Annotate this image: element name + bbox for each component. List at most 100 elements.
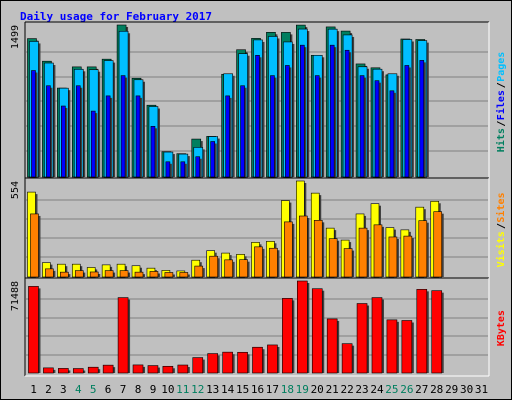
bar-files-day-13-fill xyxy=(210,141,215,178)
bar-kbytes-day-5-fill xyxy=(87,366,99,374)
bar-kbytes-day-23-fill xyxy=(356,303,368,374)
bar-kbytes-day-17-fill xyxy=(267,344,278,374)
bar-sites-day-6 xyxy=(104,270,116,278)
x-tick-label-day-8: 8 xyxy=(135,383,142,396)
bar-sites-day-22-fill xyxy=(343,248,353,278)
bar-kbytes-day-28 xyxy=(431,290,444,374)
x-axis-day-labels: 1 2 3 4 5 6 7 8 9 10 11 12 13 14 15 16 17 18 19 20 21 22 23 24 2… xyxy=(30,383,488,396)
bar-files-day-16-fill xyxy=(255,55,260,178)
bar-sites-day-11 xyxy=(179,272,190,278)
bar-sites-day-24-fill xyxy=(373,224,383,278)
bar-files-day-7-fill xyxy=(120,75,126,178)
x-tick-label-day-14: 14 xyxy=(221,383,235,396)
bar-kbytes-day-10-fill xyxy=(162,365,174,374)
bar-kbytes-day-6-fill xyxy=(102,364,114,374)
panel-hits-files-pages-legend-item-1: / xyxy=(496,121,507,127)
x-tick-label-day-20: 20 xyxy=(311,383,324,396)
panel-kbytes-legend: KBytes xyxy=(496,310,507,346)
bar-kbytes-day-22 xyxy=(341,343,355,374)
bar-sites-day-20-fill xyxy=(313,220,323,278)
x-tick-label-day-21: 21 xyxy=(326,383,339,396)
bar-kbytes-day-6 xyxy=(102,364,116,374)
bar-sites-day-26 xyxy=(403,235,414,278)
bar-files-day-22 xyxy=(344,49,352,178)
bar-kbytes-day-25-fill xyxy=(386,319,398,374)
bar-kbytes-day-18-fill xyxy=(282,298,293,374)
bar-files-day-23 xyxy=(359,75,367,178)
bar-sites-day-16-fill xyxy=(254,246,263,278)
bar-sites-day-3-fill xyxy=(60,271,69,278)
panel-visits-sites-legend-item-1: / xyxy=(496,223,507,229)
bar-files-day-10-fill xyxy=(165,161,171,178)
x-tick-label-day-26: 26 xyxy=(400,383,413,396)
bar-files-day-7 xyxy=(120,75,128,178)
bar-sites-day-15-fill xyxy=(239,259,248,278)
bar-sites-day-14 xyxy=(224,259,235,278)
bar-kbytes-day-4 xyxy=(72,368,86,374)
bar-sites-day-10-fill xyxy=(164,272,174,278)
x-tick-label-day-6: 6 xyxy=(105,383,112,396)
x-tick-label-day-10: 10 xyxy=(161,383,174,396)
panel-visits-sites-legend: Visits /Sites xyxy=(495,192,507,267)
bar-sites-day-21-fill xyxy=(328,238,338,278)
panel-hits-files-pages-legend: Hits/Files/Pages xyxy=(495,52,507,153)
bar-files-day-13 xyxy=(210,141,217,178)
bar-files-day-2 xyxy=(46,85,53,178)
x-tick-label-day-18: 18 xyxy=(281,383,294,396)
bar-files-day-15 xyxy=(240,85,247,178)
x-tick-label-day-1: 1 xyxy=(30,383,37,396)
bar-files-day-24 xyxy=(374,80,381,178)
bar-sites-day-21 xyxy=(328,238,340,278)
x-tick-label-day-17: 17 xyxy=(266,383,279,396)
x-tick-label-day-23: 23 xyxy=(355,383,368,396)
bar-kbytes-day-17 xyxy=(267,344,280,374)
panel-hits-files-pages-legend-item-0: Hits xyxy=(495,128,507,152)
panel-visits-sites-legend-item-2: Sites xyxy=(495,192,507,222)
bar-sites-day-18 xyxy=(284,221,295,278)
bar-files-day-19 xyxy=(300,44,307,178)
x-tick-label-day-24: 24 xyxy=(370,383,384,396)
x-tick-label-day-28: 28 xyxy=(430,383,443,396)
bar-files-day-3 xyxy=(61,105,68,178)
bar-kbytes-day-18 xyxy=(282,298,295,374)
bar-sites-day-9-fill xyxy=(149,271,159,278)
bar-kbytes-day-9 xyxy=(147,365,160,374)
bar-files-day-1-fill xyxy=(31,70,36,178)
x-tick-label-day-11: 11 xyxy=(176,383,189,396)
x-tick-label-day-4: 4 xyxy=(75,383,82,396)
bar-kbytes-day-13-fill xyxy=(207,353,218,374)
bar-files-day-17-fill xyxy=(270,75,275,178)
bar-kbytes-day-23 xyxy=(356,303,370,374)
bar-sites-day-19-fill xyxy=(299,215,308,278)
bar-sites-day-9 xyxy=(149,271,160,278)
bar-files-day-5 xyxy=(90,110,98,178)
bar-files-day-26-fill xyxy=(404,65,410,178)
bar-files-day-2-fill xyxy=(46,85,51,178)
bar-sites-day-3 xyxy=(60,271,71,278)
bar-files-day-27 xyxy=(419,60,426,178)
bar-kbytes-day-11-fill xyxy=(177,364,189,374)
x-tick-label-day-31: 31 xyxy=(475,383,488,396)
bar-files-day-16 xyxy=(255,55,262,178)
bar-files-day-8 xyxy=(135,95,143,178)
bar-kbytes-day-12-fill xyxy=(192,357,204,374)
bar-kbytes-day-20-fill xyxy=(311,288,323,374)
bar-sites-day-26-fill xyxy=(403,235,413,278)
bar-files-day-23-fill xyxy=(359,75,365,178)
bar-sites-day-13 xyxy=(209,255,220,278)
bar-sites-day-13-fill xyxy=(209,255,218,278)
bar-kbytes-day-8-fill xyxy=(132,364,144,374)
bar-files-day-4 xyxy=(75,85,83,178)
bar-files-day-21-fill xyxy=(329,44,335,178)
bar-files-day-8-fill xyxy=(135,95,141,178)
bar-sites-day-16 xyxy=(254,246,265,278)
bar-sites-day-7-fill xyxy=(119,270,129,278)
bar-files-day-22-fill xyxy=(344,49,350,178)
bar-kbytes-day-20 xyxy=(311,288,325,374)
panel-hits-files-pages-max-label: 1499 xyxy=(10,25,21,49)
bar-sites-day-2 xyxy=(45,268,56,278)
bar-kbytes-day-27-fill xyxy=(416,289,428,374)
x-tick-label-day-5: 5 xyxy=(90,383,97,396)
bar-sites-day-20 xyxy=(313,220,325,278)
